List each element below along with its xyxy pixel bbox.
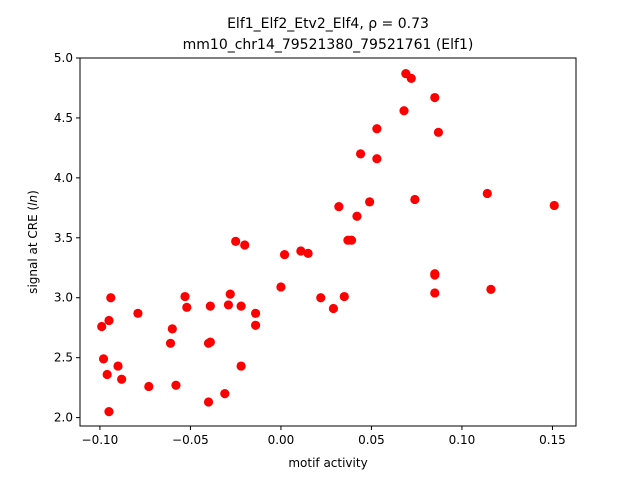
data-point-15 xyxy=(203,397,214,407)
data-point-45 xyxy=(406,73,416,83)
data-point-49 xyxy=(430,269,440,279)
data-point-9 xyxy=(144,381,154,392)
data-point-0 xyxy=(97,321,107,332)
data-point-35 xyxy=(339,291,349,302)
data-point-28 xyxy=(276,282,286,292)
data-point-10 xyxy=(165,338,176,348)
data-point-3 xyxy=(104,315,114,326)
data-point-41 xyxy=(372,124,382,134)
data-point-29 xyxy=(279,249,290,260)
data-point-23 xyxy=(236,301,246,311)
data-point-13 xyxy=(180,291,190,302)
data-point-17 xyxy=(205,337,215,347)
data-point-2 xyxy=(102,369,112,380)
data-point-22 xyxy=(231,236,241,247)
data-point-51 xyxy=(433,127,444,137)
data-point-5 xyxy=(104,407,114,417)
data-point-7 xyxy=(117,374,127,384)
data-point-32 xyxy=(316,293,326,303)
data-point-34 xyxy=(334,202,344,212)
x-tick-label-3: 0.05 xyxy=(358,433,385,447)
data-point-19 xyxy=(220,389,230,399)
data-point-31 xyxy=(303,248,313,258)
data-point-33 xyxy=(328,303,339,314)
data-point-37 xyxy=(346,235,357,245)
data-point-53 xyxy=(486,284,496,294)
data-point-43 xyxy=(399,106,409,116)
x-tick-label-5: 0.15 xyxy=(539,433,566,447)
x-tick-label-0: −0.10 xyxy=(82,433,119,447)
y-tick-label-3: 3.5 xyxy=(54,231,73,245)
data-point-20 xyxy=(223,300,234,310)
data-point-11 xyxy=(167,324,177,334)
y-tick-label-2: 3.0 xyxy=(54,291,73,305)
chart-title-line2: mm10_chr14_79521380_79521761 (Elf1) xyxy=(183,37,474,53)
plot-area-frame xyxy=(79,57,577,427)
data-point-42 xyxy=(372,154,382,164)
data-point-46 xyxy=(410,194,420,205)
data-point-8 xyxy=(133,308,143,318)
chart-title-line1: Elf1_Elf2_Etv2_Elf4, ρ = 0.73 xyxy=(227,16,429,32)
x-tick-label-2: 0.00 xyxy=(268,433,295,447)
data-point-54 xyxy=(549,200,559,211)
data-point-4 xyxy=(106,293,116,303)
y-tick-label-4: 4.0 xyxy=(54,171,73,185)
data-point-27 xyxy=(250,320,261,330)
x-tick-label-4: 0.10 xyxy=(449,433,476,447)
y-tick-label-0: 2.0 xyxy=(54,411,73,425)
y-tick-label-6: 5.0 xyxy=(54,51,73,65)
y-axis-ticks: 2.0 2.5 3.0 3.5 4.0 4.5 5.0 xyxy=(54,51,80,425)
data-point-47 xyxy=(430,92,440,103)
data-point-26 xyxy=(250,308,261,318)
y-tick-label-5: 4.5 xyxy=(54,111,73,125)
data-point-12 xyxy=(171,380,181,390)
x-axis-label: motif activity xyxy=(288,456,367,470)
data-point-39 xyxy=(355,149,366,159)
y-axis-label: signal at CRE (ln) xyxy=(26,190,40,294)
data-point-18 xyxy=(205,301,215,311)
data-point-40 xyxy=(365,197,375,207)
data-point-14 xyxy=(182,302,192,312)
x-tick-label-1: −0.05 xyxy=(172,433,209,447)
y-tick-label-1: 2.5 xyxy=(54,351,73,365)
data-point-24 xyxy=(236,361,246,371)
data-point-52 xyxy=(482,188,492,199)
data-point-1 xyxy=(98,354,109,364)
data-point-38 xyxy=(352,211,362,221)
data-point-25 xyxy=(240,240,250,250)
x-axis-ticks: −0.10 −0.05 0.00 0.05 0.10 0.15 xyxy=(82,426,566,447)
data-point-50 xyxy=(430,288,440,298)
data-points xyxy=(97,68,559,417)
data-point-30 xyxy=(296,246,306,256)
data-point-21 xyxy=(225,289,235,299)
data-point-6 xyxy=(113,361,123,371)
